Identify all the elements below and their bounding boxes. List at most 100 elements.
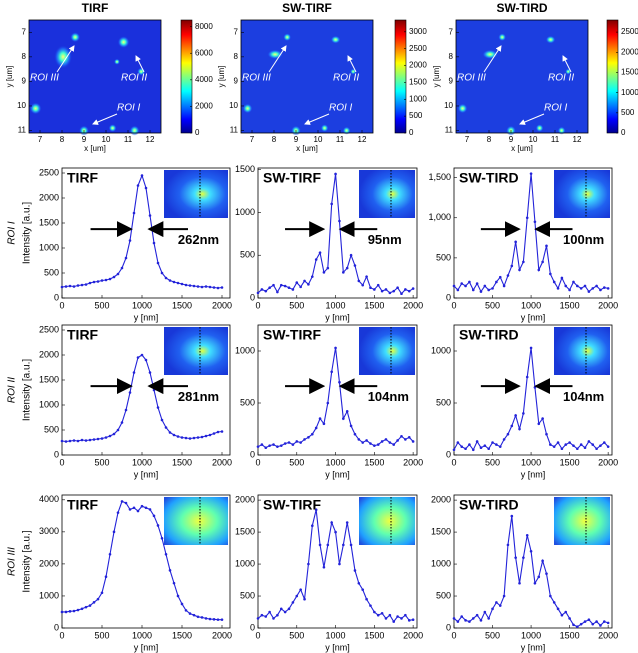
colorbar-tick-label: 1000 [621,88,638,97]
y-tick-label: 1000 [235,207,255,217]
profile-point [310,275,314,278]
profile-point [326,543,330,547]
profile-point [283,610,287,614]
x-tick-label: 9 [294,135,299,144]
profile-point [80,607,84,611]
colorbar-tick-label: 2500 [621,27,638,36]
profile-point [256,291,260,295]
profile-point [307,283,310,286]
profile-point [184,436,188,440]
profile-point [376,613,380,617]
profile-point [192,613,196,617]
profile-point [357,438,361,441]
profile-point [334,172,337,176]
profile-point [80,438,84,442]
profile-point [525,216,529,220]
roi-arrow [92,113,118,125]
profile-point [330,202,333,206]
profile-point [556,287,560,290]
colorbar [606,19,619,134]
profile-point [307,562,310,566]
profile-point [564,284,568,288]
profile-point [510,514,514,518]
profile-point [84,439,88,442]
profile-point [549,594,552,598]
colorbar-tick-label: 500 [621,108,635,117]
profile-point [537,575,541,579]
profile-point [156,406,160,409]
profile-point [200,616,204,619]
y-tick-label: 0 [54,449,59,459]
y-tick-label: 1500 [39,374,59,384]
profile-point [487,447,490,451]
profile-point [68,439,72,443]
profile-point [529,172,533,175]
profile-point [411,287,415,290]
profile-point [84,283,88,286]
panel-title: SW-TIRD [459,497,519,513]
profile-point [100,591,104,595]
profile-point [120,500,124,503]
profile-point [400,617,403,620]
profile-point [549,443,552,446]
profile-point [498,604,502,607]
y-tick-label: 0 [446,449,451,459]
profile-point [318,543,322,547]
profile-point [376,283,380,287]
profile-point [291,601,295,604]
profile-point [96,437,100,441]
profile-point [345,410,349,413]
colorbar-tick-label: 6000 [195,48,213,57]
profile-point [522,556,525,559]
y-tick-label: 0 [250,622,255,632]
profile-point [76,608,80,612]
colorbar-tick-label: 8000 [195,22,213,31]
profile-point [303,279,306,283]
profile-point [204,434,208,438]
row-label: ROI II [7,377,18,403]
profile-point [502,284,506,288]
y-tick-label: 1500 [235,526,255,536]
profile-point [330,370,333,374]
profile-point [168,431,172,434]
profile-point [471,617,475,620]
profile-point [556,607,560,611]
profile-point [164,426,168,429]
profile-point [314,426,318,430]
profile-point [602,441,606,444]
profile-point [353,432,357,436]
x-tick-label: 11 [124,135,133,144]
colorbar-tick-label: 1500 [621,68,638,77]
profile-point [108,434,112,438]
profile-point [495,601,498,604]
y-tick-label: 10 [444,101,453,110]
y-tick-label: 2000 [235,494,255,504]
profile-point [479,619,483,622]
profile-point [172,280,176,284]
profile-point [144,358,148,362]
profile-point [172,581,176,585]
profile-point [483,610,487,614]
profile-point [502,594,506,598]
profile-point [506,432,510,436]
row-label: ROI III [7,547,18,576]
x-tick-label: 500 [485,300,500,310]
profile-point [475,440,479,443]
y-tick-label: 7 [22,27,27,36]
profile-point [60,285,64,289]
profile-point [411,440,415,443]
x-tick-label: 7 [465,135,470,144]
profile-point [552,601,556,604]
profile-point [168,569,172,572]
profile-point [483,284,487,288]
x-tick-label: 1000 [521,300,541,310]
profile-point [322,422,326,426]
profile-point [392,443,396,446]
profile-point [388,441,392,444]
colorbar-tick-label: 2500 [409,44,427,53]
colorbar-tick-label: 3000 [409,27,427,36]
x-axis-label: x [um] [296,144,318,153]
colorbar-tick-label: 500 [409,111,423,120]
image-frame [455,19,589,134]
profile-point [136,184,140,187]
